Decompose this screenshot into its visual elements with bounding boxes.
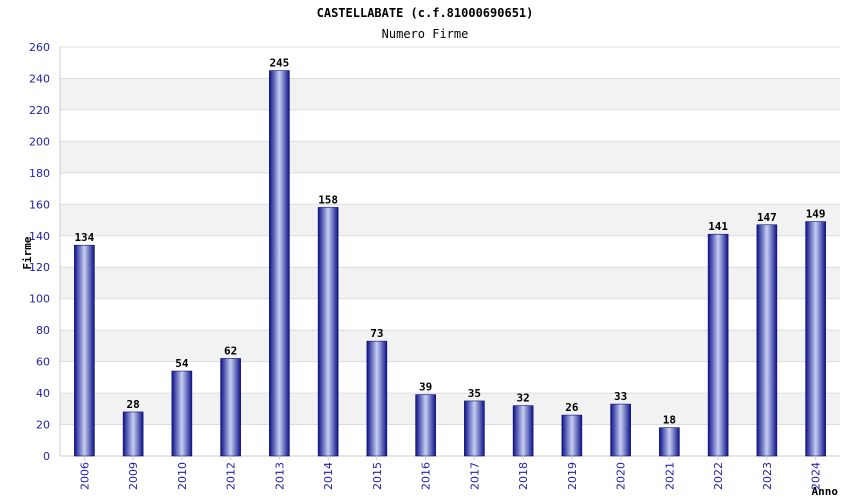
- x-tick-label-2021: 2021: [663, 462, 676, 490]
- y-tick-label: 240: [29, 72, 50, 85]
- x-axis-ticks: 2006 2009 2010 2012 2013 2014 2015 2016 2017 2018…: [78, 456, 823, 490]
- data-label-2012: 62: [224, 344, 237, 357]
- y-tick-label: 220: [29, 104, 50, 117]
- x-tick-label-2015: 2015: [371, 462, 384, 490]
- data-label-2016: 39: [419, 381, 432, 394]
- bar-2017: [464, 400, 485, 457]
- bar-2015: [366, 340, 388, 457]
- data-label-2006: 134: [74, 231, 94, 244]
- y-tick-label: 120: [29, 261, 50, 274]
- bar-2023: [756, 224, 778, 457]
- bar-2020: [610, 403, 631, 457]
- background-band: [60, 141, 840, 173]
- data-label-2018: 32: [517, 392, 530, 405]
- x-tick-label-2013: 2013: [273, 462, 286, 490]
- data-labels: 134 28 54 62 245 158 73 39 35 32 26 33 18 141 147 149: [74, 57, 825, 427]
- y-axis-label: Firme: [21, 236, 34, 269]
- x-tick-label-2020: 2020: [615, 462, 628, 490]
- data-label-2013: 245: [269, 57, 289, 70]
- x-tick-label-2016: 2016: [420, 462, 433, 490]
- data-label-2022: 141: [708, 220, 728, 233]
- chart-title: CASTELLABATE (c.f.81000690651): [317, 6, 534, 20]
- data-label-2020: 33: [614, 390, 627, 403]
- bar-2019: [561, 414, 583, 457]
- bar-2024: [805, 221, 826, 457]
- y-tick-label: 0: [43, 450, 50, 463]
- background-band: [60, 204, 840, 236]
- data-label-2015: 73: [370, 327, 383, 340]
- x-tick-label-2023: 2023: [761, 462, 774, 490]
- bar-2010: [171, 370, 193, 457]
- bar-2016: [415, 394, 436, 457]
- bar-2014: [317, 207, 339, 457]
- data-label-2021: 18: [663, 414, 676, 427]
- data-label-2014: 158: [318, 193, 338, 206]
- y-tick-label: 60: [36, 356, 50, 369]
- x-tick-label-2006: 2006: [78, 462, 91, 490]
- x-tick-label-2009: 2009: [127, 462, 140, 490]
- x-tick-label-2017: 2017: [468, 462, 481, 490]
- y-tick-label: 160: [29, 198, 50, 211]
- bars: [74, 70, 826, 457]
- y-tick-label: 40: [36, 387, 50, 400]
- data-label-2010: 54: [175, 357, 189, 370]
- y-tick-label: 100: [29, 293, 50, 306]
- y-tick-label: 260: [29, 41, 50, 54]
- x-tick-label-2010: 2010: [176, 462, 189, 490]
- bar-2006: [74, 244, 95, 457]
- y-tick-label: 200: [29, 135, 50, 148]
- y-axis-ticks: 0 20 40 60 80 100 120 140 160 180 200 220 240 260: [29, 41, 50, 463]
- y-tick-label: 140: [29, 230, 50, 243]
- y-tick-label: 180: [29, 167, 50, 180]
- data-label-2019: 26: [565, 401, 579, 414]
- bar-2009: [122, 411, 144, 457]
- bar-2012: [220, 358, 241, 457]
- chart-subtitle: Numero Firme: [382, 27, 469, 41]
- x-axis-label: Anno: [812, 485, 839, 498]
- data-label-2023: 147: [757, 211, 777, 224]
- y-tick-label: 20: [36, 419, 50, 432]
- bar-2021: [659, 427, 680, 457]
- data-label-2009: 28: [127, 398, 140, 411]
- x-tick-label-2014: 2014: [322, 462, 335, 490]
- x-tick-label-2022: 2022: [712, 462, 725, 490]
- y-tick-label: 80: [36, 324, 50, 337]
- bar-2013: [269, 70, 290, 457]
- data-label-2024: 149: [806, 208, 826, 221]
- background-band: [60, 78, 840, 110]
- bar-2018: [512, 405, 534, 457]
- x-tick-label-2019: 2019: [566, 462, 579, 490]
- data-label-2017: 35: [468, 387, 481, 400]
- x-tick-label-2018: 2018: [517, 462, 530, 490]
- bar-2022: [707, 233, 729, 457]
- x-tick-label-2012: 2012: [225, 462, 238, 490]
- x-tick-label-2024: 2024: [810, 462, 823, 490]
